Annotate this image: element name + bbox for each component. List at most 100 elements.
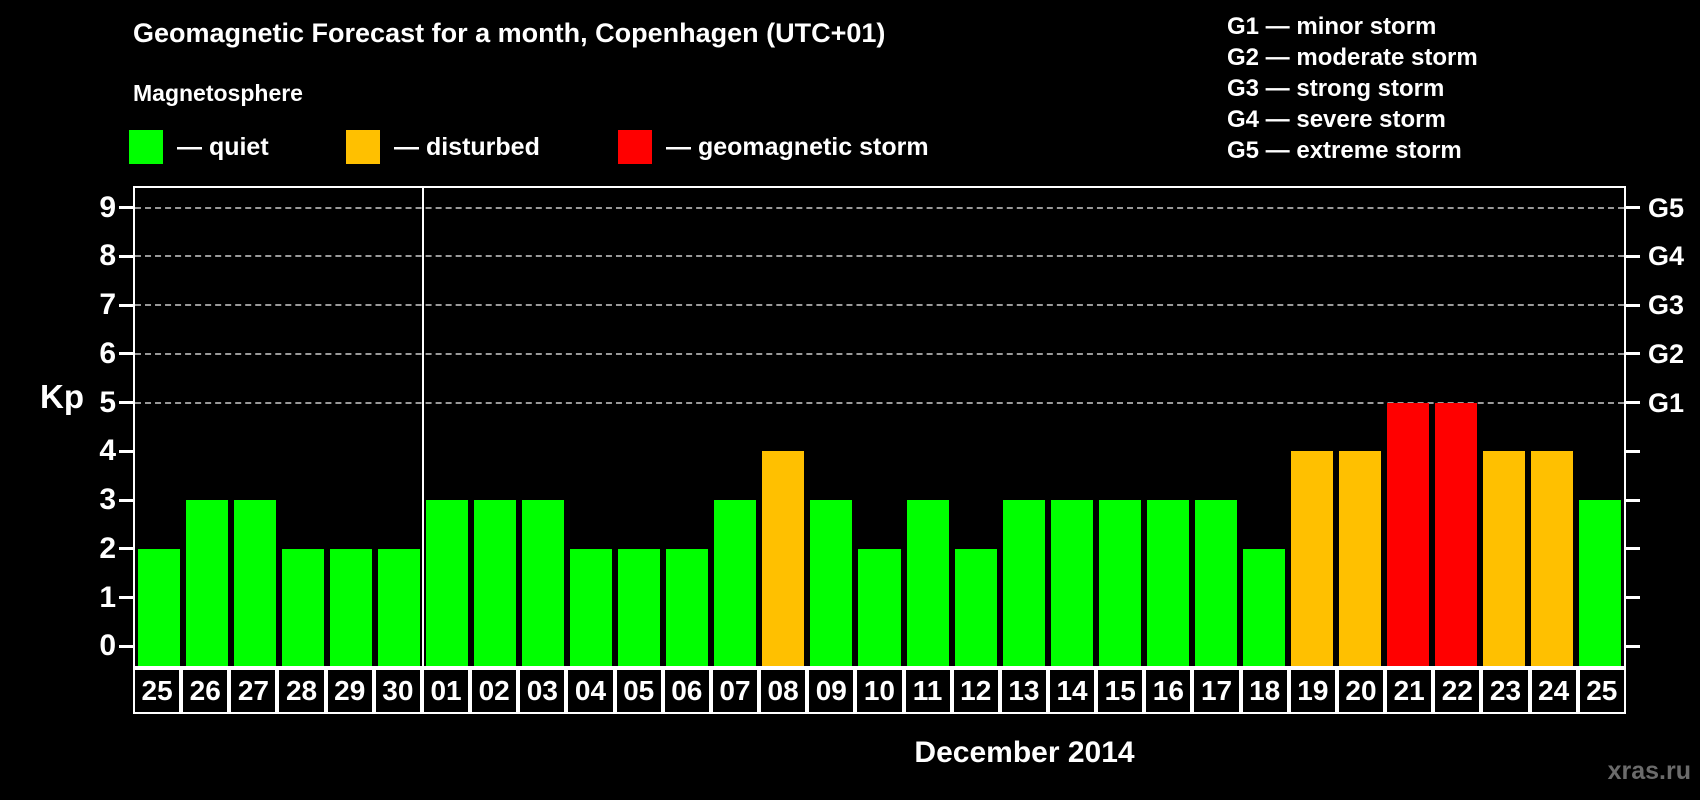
day-label-15: 15 (1096, 668, 1145, 714)
legend-label-storm: — geomagnetic storm (666, 132, 929, 161)
chart-title: Geomagnetic Forecast for a month, Copenh… (133, 18, 886, 48)
x-axis-month-label: December 2014 (914, 736, 1135, 769)
bar-day-01 (426, 500, 469, 666)
day-label-01: 01 (421, 668, 471, 714)
bar-day-14 (1050, 500, 1093, 666)
gridline-kp-5 (135, 401, 1624, 404)
bar-day-15 (1098, 500, 1141, 666)
right-tick-kp-9 (1626, 206, 1640, 209)
bar-day-24 (1530, 451, 1573, 666)
legend-item-storm: — geomagnetic storm (618, 128, 929, 166)
day-label-16: 16 (1144, 668, 1193, 714)
bar-day-29-prev (330, 548, 373, 666)
bar-day-03 (522, 500, 565, 666)
legend-item-disturbed: — disturbed (346, 128, 540, 166)
day-label-09: 09 (807, 668, 856, 714)
right-tick-kp-4 (1626, 449, 1640, 453)
right-axis-label-g1: G1 (1648, 387, 1685, 418)
right-tick-kp-1 (1626, 596, 1640, 600)
day-label-03: 03 (518, 668, 567, 714)
watermark: xras.ru (1607, 757, 1691, 785)
gridline-kp-6 (135, 352, 1624, 355)
bar-day-25 (1578, 500, 1621, 666)
bar-day-09 (810, 500, 853, 666)
legend-item-quiet: — quiet (129, 128, 269, 166)
day-label-21: 21 (1385, 668, 1434, 714)
day-label-04: 04 (566, 668, 615, 714)
right-tick-kp-6 (1626, 352, 1640, 356)
day-label-28-prev: 28 (277, 668, 326, 714)
magnetosphere-legend-title: Magnetosphere (133, 80, 303, 106)
y-tick-label-2: 2 (99, 531, 116, 565)
day-label-27-prev: 27 (229, 668, 278, 714)
bar-day-19 (1290, 451, 1333, 666)
bar-day-16 (1146, 500, 1189, 666)
storm-scale-legend-line-g5: G5 — extreme storm (1227, 137, 1462, 164)
y-tick-label-0: 0 (99, 629, 116, 663)
storm-scale-legend-line-g4: G4 — severe storm (1227, 106, 1446, 133)
day-label-13: 13 (999, 668, 1048, 714)
day-label-22: 22 (1433, 668, 1482, 714)
legend-label-quiet: — quiet (177, 132, 269, 161)
right-tick-kp-8 (1626, 254, 1640, 258)
bar-day-13 (1002, 500, 1045, 666)
day-label-29-prev: 29 (325, 668, 374, 714)
y-axis-label: Kp (40, 378, 84, 415)
y-tick-label-7: 7 (99, 288, 116, 322)
bar-day-10 (858, 548, 901, 666)
x-axis-day-labels: 25 26 27 28 29 30 01 02 03 04 05 06 07 08 09 10 11 12 13 14… (133, 668, 1626, 714)
day-label-24: 24 (1529, 668, 1578, 714)
bar-day-27-prev (234, 500, 277, 666)
day-label-06: 06 (662, 668, 711, 714)
gridline-kp-7 (135, 304, 1624, 307)
right-tick-kp-7 (1626, 303, 1640, 307)
plot-inner (135, 188, 1624, 666)
bar-day-28-prev (282, 548, 325, 666)
day-label-10: 10 (855, 668, 904, 714)
day-label-18: 18 (1240, 668, 1289, 714)
legend-swatch-quiet (129, 130, 163, 164)
gridline-kp-8 (135, 255, 1624, 258)
bar-day-06 (666, 548, 709, 666)
right-axis-label-g4: G4 (1648, 241, 1685, 272)
y-tick-label-8: 8 (99, 239, 116, 273)
day-label-17: 17 (1192, 668, 1241, 714)
left-tick-kp-5 (119, 401, 133, 405)
day-label-25: 25 (1577, 668, 1626, 714)
right-axis-label-g5: G5 (1648, 192, 1685, 223)
day-label-30-prev: 30 (373, 668, 422, 714)
right-tick-kp-2 (1626, 547, 1640, 551)
bar-day-05 (618, 548, 661, 666)
day-label-26-prev: 26 (181, 668, 230, 714)
bar-day-25-prev (138, 548, 181, 666)
y-tick-label-1: 1 (99, 580, 116, 614)
day-label-05: 05 (614, 668, 663, 714)
right-tick-kp-3 (1626, 498, 1640, 502)
bar-day-07 (714, 500, 757, 666)
left-tick-kp-4 (119, 449, 133, 453)
bar-day-08 (762, 451, 805, 666)
day-label-07: 07 (710, 668, 760, 714)
bar-day-30-prev (378, 548, 421, 666)
bar-day-20 (1338, 451, 1381, 666)
day-label-02: 02 (470, 668, 519, 714)
bar-day-18 (1242, 548, 1285, 666)
bar-day-21 (1386, 402, 1429, 666)
y-tick-label-5: 5 (99, 385, 116, 419)
bar-day-22 (1434, 402, 1477, 666)
storm-scale-legend-line-g2: G2 — moderate storm (1227, 44, 1478, 71)
legend-label-disturbed: — disturbed (394, 132, 540, 161)
bar-day-11 (906, 500, 949, 666)
right-axis-label-g2: G2 (1648, 338, 1685, 369)
day-label-14: 14 (1047, 668, 1097, 714)
day-label-19: 19 (1288, 668, 1337, 714)
left-tick-kp-6 (119, 352, 133, 356)
bar-day-12 (954, 548, 997, 666)
day-label-08: 08 (759, 668, 808, 714)
y-tick-label-9: 9 (99, 190, 116, 224)
gridline-kp-9 (135, 206, 1624, 209)
day-label-11: 11 (903, 668, 952, 714)
legend-swatch-storm (618, 130, 652, 164)
plot-area (133, 186, 1626, 668)
